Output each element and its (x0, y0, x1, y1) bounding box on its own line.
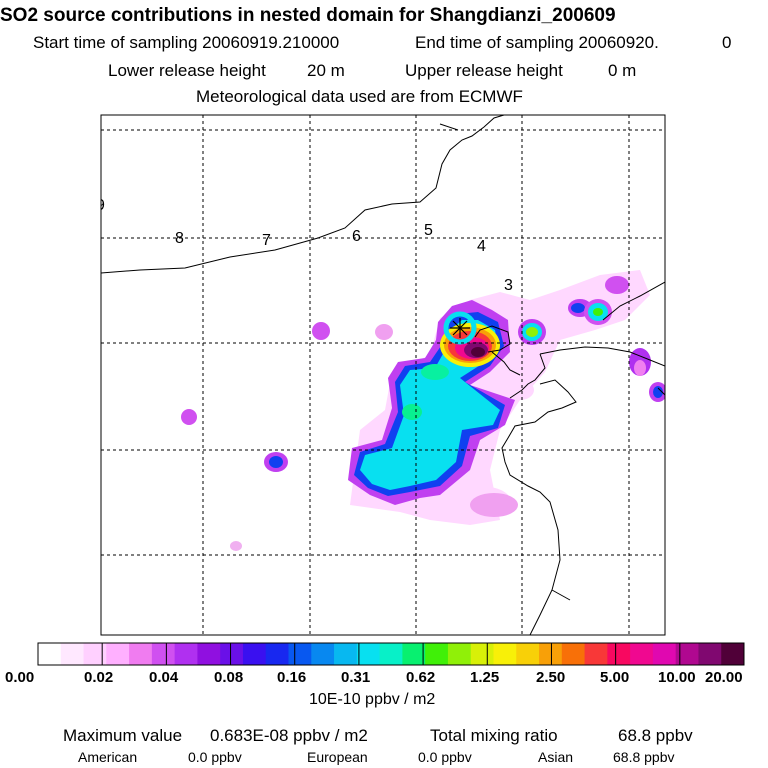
map-frame (100, 114, 666, 636)
colorbar-swatch (425, 643, 449, 665)
max-value-label: Maximum value (63, 726, 183, 745)
colorbar-swatch (675, 643, 699, 665)
colorbar-swatch (265, 643, 289, 665)
colorbar-swatch (379, 643, 403, 665)
colorbar-swatch (630, 643, 654, 665)
start-time: Start time of sampling 20060919.210000 (33, 33, 340, 52)
colorbar-swatch (288, 643, 312, 665)
colorbar-units: 10E-10 ppbv / m2 (309, 691, 436, 708)
plume-patch (605, 276, 629, 294)
colorbar-tick-0: 0.00 (5, 669, 35, 686)
colorbar (37, 642, 745, 666)
day-label-9: 9 (96, 197, 105, 214)
plume-patch (470, 493, 518, 517)
upper-release-label: Upper release height (405, 61, 563, 80)
day-label-7: 7 (262, 232, 271, 249)
colorbar-swatch (38, 643, 62, 665)
day-label-4: 4 (477, 238, 486, 255)
colorbar-swatch (539, 643, 563, 665)
colorbar-swatch (197, 643, 221, 665)
colorbar-swatch (151, 643, 176, 665)
plume-patch (526, 327, 538, 337)
colorbar-tick-6: 0.62 (406, 669, 436, 686)
day-label-6: 6 (352, 228, 361, 245)
colorbar-tick-7: 1.25 (470, 669, 500, 686)
lower-release-value: 20 m (307, 61, 345, 80)
colorbar-tick-9: 5.00 (600, 669, 630, 686)
colorbar-tick-5: 0.31 (341, 669, 371, 686)
plume-patch (421, 364, 449, 380)
colorbar-tick-4: 0.16 (277, 669, 307, 686)
colorbar-tick-8: 2.50 (536, 669, 566, 686)
plume-patch (471, 347, 485, 357)
american-value: 0.0 ppbv (188, 749, 242, 765)
colorbar-tick-2: 0.04 (149, 669, 179, 686)
end-time: End time of sampling 20060920. (415, 33, 659, 52)
colorbar-swatch (334, 643, 358, 665)
colorbar-swatch (584, 643, 608, 665)
colorbar-swatch (402, 643, 426, 665)
asian-value: 68.8 ppbv (613, 749, 675, 765)
total-mixing-value: 68.8 ppbv (618, 726, 693, 745)
end-time-suffix: 0 (722, 33, 732, 52)
plume-patch (402, 404, 422, 420)
plume-patch (269, 456, 283, 468)
colorbar-swatch (242, 643, 267, 665)
colorbar-swatch (83, 643, 107, 665)
colorbar-swatch (106, 643, 130, 665)
colorbar-swatch (698, 643, 722, 665)
plume-layer (181, 270, 665, 551)
plume-patch (653, 386, 663, 398)
receptor-marker (450, 318, 470, 338)
colorbar-swatch (561, 643, 585, 665)
colorbar-tick-1: 0.02 (84, 669, 114, 686)
colorbar-swatch (129, 643, 153, 665)
colorbar-swatch (652, 643, 677, 665)
colorbar-swatch (356, 643, 381, 665)
max-value: 0.683E-08 ppbv / m2 (210, 726, 368, 745)
plume-ring (443, 311, 477, 345)
colorbar-swatch (220, 643, 244, 665)
lat-lon-grid (101, 115, 665, 635)
plume-patch (230, 541, 242, 551)
european-value: 0.0 ppbv (418, 749, 472, 765)
plume-patch (593, 308, 603, 316)
colorbar-border (37, 642, 745, 666)
plume-patch (375, 324, 393, 340)
colorbar-tick-3: 0.08 (214, 669, 244, 686)
colorbar-swatch (721, 643, 745, 665)
colorbar-swatch (607, 643, 631, 665)
plume-patch (312, 322, 330, 340)
met-data-source: Meteorological data used are from ECMWF (196, 87, 523, 106)
day-label-8: 8 (175, 230, 184, 247)
plume-patch (571, 303, 585, 313)
plume-patch (181, 409, 197, 425)
total-mixing-label: Total mixing ratio (430, 726, 558, 745)
day-label-3: 3 (504, 277, 513, 294)
colorbar-swatch (493, 643, 517, 665)
european-label: European (307, 749, 368, 765)
coastline (101, 115, 665, 635)
day-label-5: 5 (424, 222, 433, 239)
colorbar-swatch (311, 643, 335, 665)
colorbar-swatch (516, 643, 540, 665)
colorbar-tick-11: 20.00 (705, 669, 743, 686)
lower-release-label: Lower release height (108, 61, 266, 80)
colorbar-swatch (470, 643, 494, 665)
chart-title: SO2 source contributions in nested domai… (0, 5, 616, 26)
colorbar-tick-10: 10.00 (658, 669, 696, 686)
colorbar-swatch (447, 643, 472, 665)
upper-release-value: 0 m (608, 61, 637, 80)
colorbar-swatch (174, 643, 198, 665)
colorbar-swatch (60, 643, 84, 665)
american-label: American (78, 749, 138, 765)
asian-label: Asian (538, 749, 574, 765)
plume-patch (634, 360, 646, 376)
